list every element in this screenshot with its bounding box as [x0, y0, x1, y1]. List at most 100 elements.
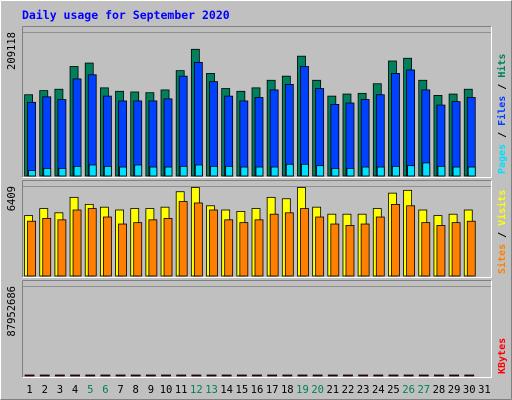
bar-kbytes-day-21 [327, 374, 338, 377]
x-tick-label-day-26: 26 [402, 384, 415, 396]
bar-pages-day-23 [361, 166, 370, 177]
bar-files-day-2 [42, 96, 52, 177]
x-tick-label-day-11: 11 [175, 384, 188, 396]
bar-sites-day-6 [102, 216, 112, 277]
bar-sites-day-8 [133, 222, 143, 277]
bar-kbytes-day-2 [39, 374, 50, 377]
x-tick-label-day-27: 27 [417, 384, 430, 396]
bar-kbytes-day-28 [434, 374, 444, 377]
x-tick-label-day-4: 4 [72, 384, 78, 396]
x-tick-label-day-9: 9 [148, 384, 154, 396]
x-tick-label-day-29: 29 [448, 384, 461, 396]
panel-1-y-max-label: 209118 [6, 32, 18, 70]
bar-sites-day-3 [57, 219, 67, 277]
x-tick-label-day-30: 30 [463, 384, 476, 396]
bar-pages-day-16 [255, 166, 264, 177]
bar-sites-day-18 [284, 212, 294, 277]
x-tick-label-day-20: 20 [311, 384, 324, 396]
bar-sites-day-10 [163, 218, 173, 277]
bar-files-day-22 [345, 102, 355, 177]
bar-pages-day-30 [467, 166, 476, 177]
bar-pages-day-2 [43, 168, 52, 177]
x-tick-label-day-19: 19 [296, 384, 309, 396]
bar-pages-day-27 [422, 162, 431, 177]
bar-kbytes-day-7 [115, 374, 126, 377]
bar-sites-day-9 [148, 219, 158, 277]
bar-sites-day-4 [72, 209, 82, 277]
x-tick-label-day-24: 24 [372, 384, 385, 396]
bar-kbytes-day-11 [176, 374, 187, 377]
bar-sites-day-13 [209, 209, 218, 277]
panel-3-background [22, 280, 492, 378]
bar-kbytes-day-22 [343, 374, 353, 377]
bar-pages-day-22 [346, 168, 355, 177]
x-tick-label-day-8: 8 [133, 384, 139, 396]
bar-sites-day-2 [42, 218, 52, 277]
bar-files-day-14 [224, 95, 234, 177]
bar-kbytes-day-17 [267, 374, 278, 377]
bar-files-day-16 [254, 97, 264, 177]
bar-pages-day-5 [88, 164, 97, 177]
bar-files-day-18 [284, 84, 294, 177]
panel-3-legend: KBytes [497, 338, 508, 374]
bar-sites-day-7 [118, 223, 127, 277]
x-tick-label-day-2: 2 [42, 384, 48, 396]
bar-files-day-6 [102, 95, 112, 177]
bar-files-day-12 [193, 61, 203, 177]
legend-kbytes: KBytes [497, 338, 508, 374]
bar-files-day-10 [163, 98, 173, 177]
legend-sites: Sites [496, 244, 508, 274]
legend-pages: Pages [497, 144, 508, 174]
legend-files: Files [496, 96, 508, 126]
bar-kbytes-day-1 [24, 374, 35, 377]
bar-sites-day-17 [269, 213, 279, 277]
panel-2-legend: Sites / Visits [496, 190, 508, 274]
x-tick-label-day-1: 1 [26, 384, 32, 396]
bar-kbytes-day-29 [449, 374, 460, 377]
bar-pages-day-10 [164, 166, 173, 177]
bar-pages-day-17 [270, 166, 279, 177]
bar-pages-day-14 [225, 165, 234, 177]
bar-kbytes-day-23 [358, 374, 369, 377]
bar-pages-day-11 [179, 165, 188, 177]
bar-sites-day-21 [330, 223, 340, 277]
bar-sites-day-28 [436, 225, 446, 277]
bar-pages-day-19 [301, 163, 309, 177]
bar-files-day-30 [466, 97, 476, 177]
bar-kbytes-day-26 [403, 374, 414, 377]
x-tick-label-day-18: 18 [281, 384, 294, 396]
bar-kbytes-day-5 [85, 374, 96, 377]
bar-files-day-28 [436, 104, 446, 177]
bar-files-day-11 [178, 75, 188, 177]
bar-files-day-17 [269, 89, 279, 177]
x-tick-label-day-28: 28 [433, 384, 446, 396]
bar-pages-day-7 [119, 166, 127, 177]
bar-files-day-21 [330, 103, 340, 177]
bar-pages-day-9 [149, 166, 158, 177]
bar-files-day-13 [209, 81, 218, 177]
bar-files-day-7 [118, 100, 127, 177]
bar-files-day-20 [315, 88, 325, 177]
bar-sites-day-15 [239, 222, 249, 277]
bar-pages-day-18 [285, 163, 294, 177]
bar-files-day-19 [300, 66, 309, 177]
bar-files-day-26 [406, 69, 416, 177]
bar-kbytes-day-30 [464, 374, 475, 377]
x-tick-label-day-25: 25 [387, 384, 400, 396]
bar-kbytes-day-20 [312, 374, 323, 377]
bar-files-day-25 [391, 73, 400, 177]
bar-kbytes-day-9 [145, 374, 156, 377]
bar-kbytes-day-14 [221, 374, 232, 377]
bar-pages-day-28 [437, 165, 446, 177]
legend-hits: Hits [496, 54, 508, 78]
x-tick-label-day-23: 23 [357, 384, 370, 396]
x-tick-label-day-14: 14 [220, 384, 233, 396]
bar-sites-day-19 [300, 208, 309, 277]
bar-pages-day-12 [194, 164, 203, 177]
x-tick-label-day-22: 22 [342, 384, 355, 396]
bar-kbytes-day-24 [373, 374, 384, 377]
panel-3-y-max-label: 87952686 [6, 286, 18, 337]
bar-files-day-4 [72, 78, 82, 177]
bar-sites-day-26 [406, 205, 416, 277]
